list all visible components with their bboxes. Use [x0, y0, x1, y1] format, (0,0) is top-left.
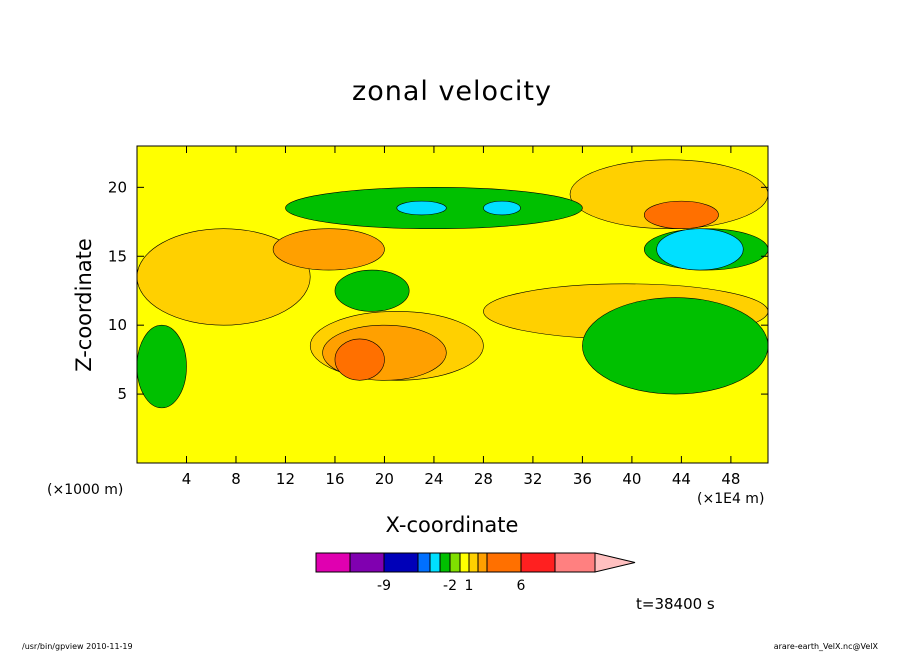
x-axis-label: X-coordinate [385, 513, 519, 537]
chart-title: zonal velocity [352, 76, 552, 107]
contour-region [334, 269, 410, 312]
colorbar-cell [554, 552, 596, 573]
x-tick-label: 40 [622, 470, 641, 488]
contour-region [396, 200, 447, 216]
x-tick-label: 4 [182, 470, 192, 488]
x-tick-label: 48 [721, 470, 740, 488]
x-axis-ticks: 4 8 12 16 20 24 28 32 36 40 44 48 [182, 146, 740, 488]
x-tick-label: 24 [424, 470, 443, 488]
contour-region [643, 200, 719, 229]
contour-region [656, 228, 744, 271]
y-tick-label: 10 [108, 316, 127, 334]
colorbar-cell [429, 552, 441, 573]
footer-source: arare-earth_VelX.nc@VelX [773, 642, 878, 651]
contour-region [582, 297, 768, 395]
colorbar-cell [459, 552, 470, 573]
y-tick-label: 5 [117, 385, 127, 403]
contour-region [272, 228, 385, 271]
x-tick-label: 36 [573, 470, 592, 488]
contour-field [137, 146, 768, 463]
x-tick-label: 32 [523, 470, 542, 488]
x-tick-label: 20 [375, 470, 394, 488]
x-tick-label: 28 [474, 470, 493, 488]
colorbar-cell [486, 552, 522, 573]
x-tick-label: 8 [231, 470, 241, 488]
colorbar-label: -9 [377, 578, 391, 594]
contour-region [137, 228, 311, 326]
colorbar-cell [315, 552, 351, 573]
colorbar-label: -2 [443, 578, 457, 594]
colorbar-cell [449, 552, 461, 573]
y-axis-ticks: 5 10 15 20 [108, 178, 768, 403]
contour-region [137, 324, 187, 409]
colorbar-arrow [594, 552, 636, 573]
colorbar-label: 1 [465, 578, 474, 594]
colorbar: -9 -2 1 6 [315, 552, 636, 594]
colorbar-cell [383, 552, 419, 573]
plot-frame [136, 145, 769, 464]
colorbar-label: 6 [517, 578, 526, 594]
x-tick-label: 12 [276, 470, 295, 488]
contour-region [334, 338, 385, 381]
colorbar-cell [417, 552, 431, 573]
y-axis-label: Z-coordinate [72, 238, 96, 372]
x-unit-label: (×1E4 m) [697, 491, 765, 507]
y-tick-label: 15 [108, 247, 127, 265]
colorbar-cell [477, 552, 488, 573]
x-tick-label: 44 [672, 470, 691, 488]
colorbar-cell [520, 552, 556, 573]
y-unit-label: (×1000 m) [47, 482, 124, 498]
colorbar-cell [349, 552, 385, 573]
footer-program-date: /usr/bin/gpview 2010-11-19 [22, 642, 133, 651]
colorbar-cell [439, 552, 451, 573]
time-annotation: t=38400 s [636, 595, 715, 613]
colorbar-cell [468, 552, 479, 573]
y-tick-label: 20 [108, 178, 127, 196]
contour-region [483, 200, 521, 216]
x-tick-label: 16 [325, 470, 344, 488]
